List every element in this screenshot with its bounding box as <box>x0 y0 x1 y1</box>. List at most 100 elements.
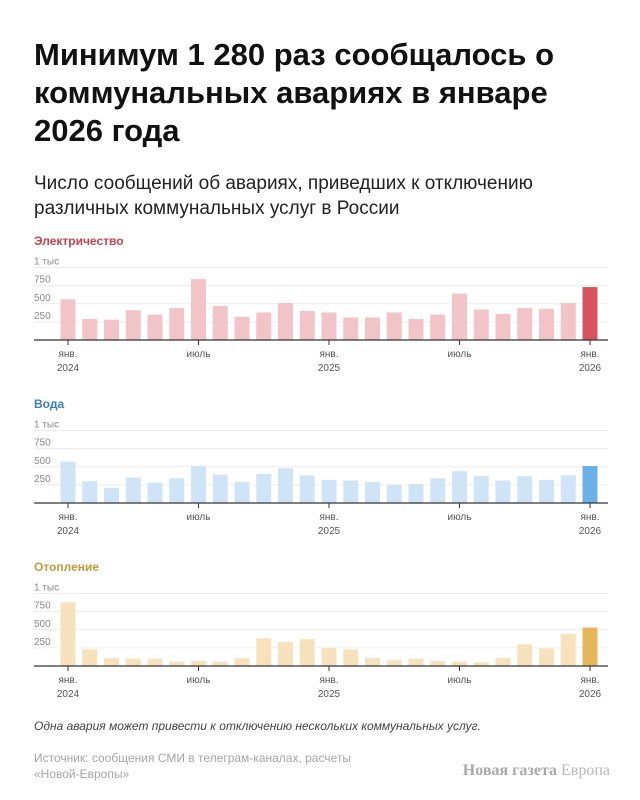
source-note: Источник: сообщения СМИ в телеграм-канал… <box>34 751 351 781</box>
bar <box>104 487 119 503</box>
bar <box>560 475 576 503</box>
bar <box>82 649 98 666</box>
brand-logo: Новая газета Европа <box>463 762 610 780</box>
bar <box>517 308 533 340</box>
x-tick-label: янв. <box>580 675 599 686</box>
y-tick-label: 500 <box>34 293 51 304</box>
bar <box>473 309 489 340</box>
x-tick-label: июль <box>187 512 211 523</box>
bar <box>365 481 380 503</box>
bar <box>539 308 554 340</box>
y-tick-label: 250 <box>34 311 51 322</box>
x-tick-label: янв. <box>58 675 77 686</box>
bar <box>343 649 359 666</box>
bar <box>147 314 163 340</box>
bar <box>539 479 554 503</box>
x-tick-label: янв. <box>580 349 599 360</box>
bar <box>256 638 272 666</box>
bar <box>169 661 185 666</box>
bar <box>299 639 315 666</box>
bar <box>82 481 98 503</box>
bar <box>234 316 250 340</box>
page-subtitle: Число сообщений об авариях, приведших к … <box>34 173 533 219</box>
chart-title-electricity: Электричество <box>34 234 124 248</box>
bar <box>430 660 446 666</box>
bar <box>169 478 185 503</box>
page-title: Минимум 1 280 раз сообщалось о коммуналь… <box>34 37 555 148</box>
water-chart: Вода 1 тыс 750 500 250 янв. 2024 июль янв. 2025 и… <box>0 397 640 547</box>
x-tick-year-label: 2026 <box>579 526 602 537</box>
bar <box>104 319 119 340</box>
chart-plot: 1 тыс 750 500 250 янв. 2024 июль янв. 2025 июль ян… <box>34 583 608 700</box>
bar <box>473 476 489 503</box>
x-tick-label: янв. <box>58 512 77 523</box>
bar <box>234 658 250 666</box>
brand-bold: Новая газета <box>462 762 557 779</box>
bar <box>495 658 511 666</box>
bar <box>343 480 359 503</box>
y-tick-label: 750 <box>34 275 51 286</box>
x-tick-year-label: 2024 <box>57 363 80 374</box>
bar <box>60 299 76 340</box>
x-tick-label: янв. <box>319 349 338 360</box>
bar <box>234 481 250 503</box>
bar <box>147 482 163 503</box>
x-tick-year-label: 2025 <box>318 689 341 700</box>
bar <box>147 658 163 666</box>
x-tick-label: июль <box>448 349 472 360</box>
chart-title-water: Вода <box>34 397 65 411</box>
bar <box>60 602 76 666</box>
y-tick-label: 250 <box>34 637 51 648</box>
x-tick-year-label: 2025 <box>318 526 341 537</box>
x-tick-year-label: 2024 <box>57 526 80 537</box>
bar <box>212 474 228 503</box>
bar <box>386 660 402 666</box>
x-tick-label: июль <box>448 512 472 523</box>
bar <box>299 311 315 340</box>
bar <box>321 312 337 340</box>
bar <box>560 303 576 340</box>
bar <box>582 627 598 666</box>
bar <box>321 479 337 503</box>
bar <box>408 658 424 666</box>
bar <box>386 312 402 340</box>
bar <box>191 466 206 503</box>
footnote: Одна авария может привести к отключению … <box>34 719 481 733</box>
x-tick-label: июль <box>187 349 211 360</box>
x-tick-year-label: 2025 <box>318 363 341 374</box>
x-tick-label: янв. <box>319 512 338 523</box>
bar <box>473 662 489 666</box>
bar <box>495 313 511 340</box>
bar <box>278 468 293 503</box>
x-tick-label: янв. <box>58 349 77 360</box>
x-tick-label: июль <box>187 675 211 686</box>
bar <box>278 642 293 666</box>
bar <box>452 661 467 666</box>
bar <box>104 658 119 666</box>
bar <box>517 476 533 503</box>
bar <box>452 471 467 503</box>
bar <box>212 661 228 666</box>
chart-plot: 1 тыс 750 500 250 янв. 2024 июль янв. 2025 июль ян… <box>34 420 608 537</box>
bar <box>256 474 272 503</box>
bar <box>495 480 511 503</box>
bar <box>430 478 446 503</box>
bar <box>212 305 228 340</box>
bar <box>299 475 315 503</box>
x-tick-year-label: 2024 <box>57 689 80 700</box>
y-tick-label: 500 <box>34 619 51 630</box>
bar <box>408 318 424 340</box>
bar <box>560 634 576 666</box>
bar <box>191 660 206 666</box>
bar <box>386 484 402 503</box>
y-tick-label: 250 <box>34 474 51 485</box>
bar <box>343 317 359 340</box>
y-tick-label: 750 <box>34 601 51 612</box>
y-tick-label: 1 тыс <box>34 257 59 268</box>
x-tick-label: янв. <box>580 512 599 523</box>
heating-chart: Отопление 1 тыс 750 500 250 янв. 2024 июль янв.… <box>0 560 640 710</box>
bar <box>365 317 380 340</box>
chart-plot: 1 тыс 750 500 250 янв. 2024 июль янв. 2025 июль ян… <box>34 257 608 374</box>
bar <box>582 466 598 503</box>
y-tick-label: 1 тыс <box>34 583 59 594</box>
